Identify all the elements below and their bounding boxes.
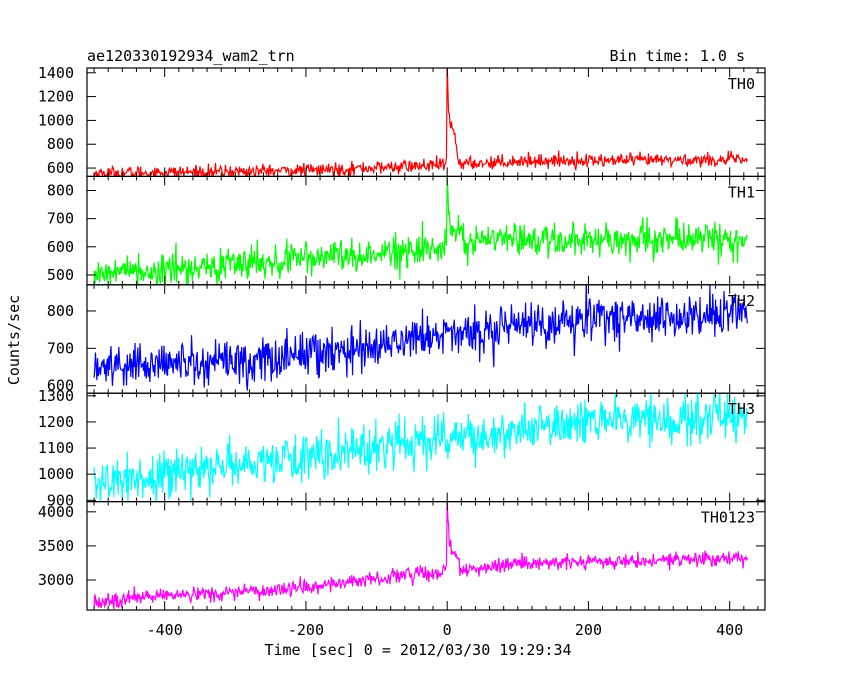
y-tick-label: 1000: [38, 111, 74, 129]
y-tick-label: 800: [47, 135, 74, 153]
panel-th0-label: TH0: [728, 75, 755, 93]
panel-th3-label: TH3: [728, 400, 755, 418]
y-tick-label: 800: [47, 181, 74, 199]
series-th3-line: [93, 393, 748, 502]
y-tick-label: 4000: [38, 503, 74, 521]
bin-time-label: Bin time: 1.0 s: [610, 47, 745, 65]
y-tick-label: 1200: [38, 88, 74, 106]
y-tick-label: 3500: [38, 537, 74, 555]
x-tick-label: 0: [443, 621, 452, 639]
y-tick-label: 1300: [38, 387, 74, 405]
panel-th0123-label: TH0123: [701, 509, 755, 527]
series-th2-line: [93, 284, 748, 391]
y-tick-label: 800: [47, 302, 74, 320]
y-tick-label: 1200: [38, 413, 74, 431]
x-tick-label: 400: [716, 621, 743, 639]
y-tick-label: 600: [47, 238, 74, 256]
x-tick-label: 200: [575, 621, 602, 639]
x-tick-label: -400: [147, 621, 183, 639]
x-tick-label: -200: [288, 621, 324, 639]
panel-th2-label: TH2: [728, 292, 755, 310]
panel-th0123-frame: [86, 501, 766, 611]
y-tick-label: 1400: [38, 64, 74, 82]
chart-title: ae120330192934_wam2_trn: [87, 47, 295, 65]
y-tick-label: 1100: [38, 439, 74, 457]
x-axis-label: Time [sec] 0 = 2012/03/30 19:29:34: [264, 641, 571, 659]
series-th0-line: [93, 68, 748, 177]
y-tick-label: 600: [47, 159, 74, 177]
y-tick-label: 500: [47, 266, 74, 284]
y-tick-label: 3000: [38, 571, 74, 589]
y-tick-label: 600: [47, 377, 74, 395]
y-tick-label: 700: [47, 210, 74, 228]
y-tick-label: 700: [47, 339, 74, 357]
y-tick-label: 900: [47, 491, 74, 509]
series-th1-line: [93, 177, 748, 285]
series-th0123-line: [93, 501, 748, 609]
y-tick-label: 1000: [38, 465, 74, 483]
panel-th1-label: TH1: [728, 183, 755, 201]
y-axis-label: Counts/sec: [5, 295, 23, 385]
panels-group: 600 800 1000 1200 1400 TH0 500 600 700 800 TH1 600 7…: [38, 64, 766, 639]
